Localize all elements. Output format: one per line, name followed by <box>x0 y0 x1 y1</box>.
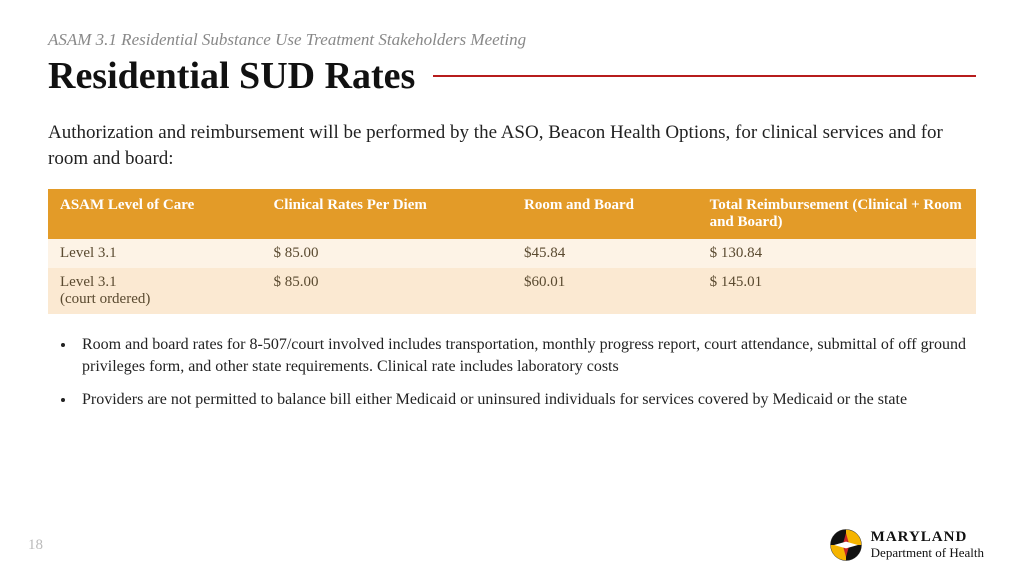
maryland-health-logo: MARYLAND Department of Health <box>829 528 984 562</box>
slide-subtitle: ASAM 3.1 Residential Substance Use Treat… <box>48 30 976 50</box>
cell-clinical: $ 85.00 <box>261 239 512 268</box>
cell-room: $45.84 <box>512 239 698 268</box>
intro-paragraph: Authorization and reimbursement will be … <box>48 120 976 171</box>
cell-room: $60.01 <box>512 268 698 314</box>
col-asam-level: ASAM Level of Care <box>48 189 261 239</box>
logo-line2: Department of Health <box>871 546 984 560</box>
col-clinical-rates: Clinical Rates Per Diem <box>261 189 512 239</box>
table-row: Level 3.1 (court ordered) $ 85.00 $60.01… <box>48 268 976 314</box>
slide-title: Residential SUD Rates <box>48 54 433 98</box>
maryland-flag-icon <box>829 528 863 562</box>
logo-text: MARYLAND Department of Health <box>871 530 984 559</box>
title-divider-line <box>433 75 976 77</box>
cell-level: Level 3.1 (court ordered) <box>48 268 261 314</box>
table-header-row: ASAM Level of Care Clinical Rates Per Di… <box>48 189 976 239</box>
title-row: Residential SUD Rates <box>48 54 976 98</box>
col-room-board: Room and Board <box>512 189 698 239</box>
cell-level: Level 3.1 <box>48 239 261 268</box>
page-number: 18 <box>28 537 43 554</box>
cell-clinical: $ 85.00 <box>261 268 512 314</box>
col-total-reimbursement: Total Reimbursement (Clinical + Room and… <box>698 189 976 239</box>
logo-line1: MARYLAND <box>871 530 984 546</box>
cell-total: $ 145.01 <box>698 268 976 314</box>
bullet-item: Room and board rates for 8-507/court inv… <box>76 334 976 377</box>
bullet-list: Room and board rates for 8-507/court inv… <box>48 334 976 411</box>
rates-table: ASAM Level of Care Clinical Rates Per Di… <box>48 189 976 314</box>
cell-total: $ 130.84 <box>698 239 976 268</box>
table-row: Level 3.1 $ 85.00 $45.84 $ 130.84 <box>48 239 976 268</box>
bullet-item: Providers are not permitted to balance b… <box>76 389 976 411</box>
